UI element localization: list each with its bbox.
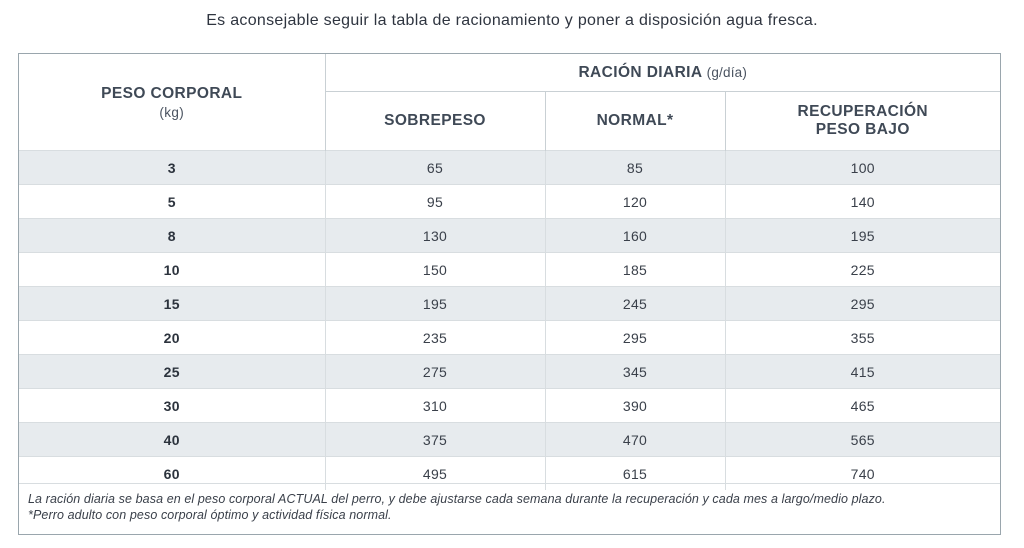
- intro-text: Es aconsejable seguir la tabla de racion…: [206, 12, 818, 29]
- cell-weight: 5: [19, 184, 326, 219]
- cell-normal: 85: [545, 150, 726, 185]
- table-header: PESO CORPORAL (kg) RACIÓN DIARIA (g/día)…: [19, 54, 1001, 151]
- footnote-ration: La ración diaria se basa en el peso corp…: [28, 492, 886, 506]
- cell-weight: 30: [19, 388, 326, 423]
- cell-weight: 3: [19, 150, 326, 185]
- cell-recuperacion: 415: [725, 354, 1001, 389]
- table-row: 10 150 185 225: [19, 252, 1001, 287]
- cell-normal: 295: [545, 320, 726, 355]
- cell-recuperacion: 465: [725, 388, 1001, 423]
- header-weight-label: PESO CORPORAL: [101, 84, 243, 102]
- table-row: 25 275 345 415: [19, 354, 1001, 389]
- table-row: 60 495 615 740: [19, 456, 1001, 490]
- table-row: 5 95 120 140: [19, 184, 1001, 219]
- cell-weight: 60: [19, 456, 326, 490]
- cell-weight: 10: [19, 252, 326, 287]
- ration-table-frame: PESO CORPORAL (kg) RACIÓN DIARIA (g/día)…: [18, 53, 1001, 535]
- table-row: 8 130 160 195: [19, 218, 1001, 253]
- cell-recuperacion: 195: [725, 218, 1001, 253]
- cell-weight: 15: [19, 286, 326, 321]
- table-body: 3 65 85 100 5 95 120 140 8 130 160 195 10 150 185 225 15…: [19, 150, 1001, 490]
- table-row: 40 375 470 565: [19, 422, 1001, 457]
- header-ration-label: RACIÓN DIARIA: [578, 63, 702, 81]
- table-row: 3 65 85 100: [19, 150, 1001, 185]
- header-normal: NORMAL*: [545, 91, 726, 151]
- cell-recuperacion: 100: [725, 150, 1001, 185]
- cell-sobrepeso: 130: [325, 218, 546, 253]
- cell-recuperacion: 295: [725, 286, 1001, 321]
- header-weight: PESO CORPORAL (kg): [19, 54, 326, 151]
- cell-normal: 470: [545, 422, 726, 457]
- ration-table: PESO CORPORAL (kg) RACIÓN DIARIA (g/día)…: [19, 54, 1001, 490]
- cell-normal: 245: [545, 286, 726, 321]
- cell-recuperacion: 225: [725, 252, 1001, 287]
- cell-normal: 120: [545, 184, 726, 219]
- cell-normal: 160: [545, 218, 726, 253]
- cell-sobrepeso: 375: [325, 422, 546, 457]
- cell-weight: 8: [19, 218, 326, 253]
- cell-weight: 40: [19, 422, 326, 457]
- footnote-normal: *Perro adulto con peso corporal óptimo y…: [28, 508, 392, 522]
- header-recuperacion: RECUPERACIÓN PESO BAJO: [725, 92, 1000, 151]
- cell-sobrepeso: 65: [325, 150, 546, 185]
- cell-sobrepeso: 150: [325, 252, 546, 287]
- cell-normal: 185: [545, 252, 726, 287]
- footnotes: La ración diaria se basa en el peso corp…: [28, 491, 996, 523]
- header-recuperacion-line2: PESO BAJO: [815, 121, 910, 138]
- cell-sobrepeso: 275: [325, 354, 546, 389]
- cell-sobrepeso: 235: [325, 320, 546, 355]
- header-ration: RACIÓN DIARIA (g/día): [325, 54, 1001, 92]
- table-row: 20 235 295 355: [19, 320, 1001, 355]
- cell-recuperacion: 565: [725, 422, 1001, 457]
- cell-recuperacion: 140: [725, 184, 1001, 219]
- cell-recuperacion: 355: [725, 320, 1001, 355]
- cell-normal: 615: [545, 456, 726, 490]
- header-weight-unit: (kg): [159, 104, 185, 120]
- header-sobrepeso: SOBREPESO: [325, 91, 546, 151]
- cell-sobrepeso: 95: [325, 184, 546, 219]
- cell-sobrepeso: 310: [325, 388, 546, 423]
- table-row: 15 195 245 295: [19, 286, 1001, 321]
- header-recuperacion-line1: RECUPERACIÓN: [797, 103, 929, 120]
- footnote-divider: [19, 483, 1000, 484]
- cell-normal: 390: [545, 388, 726, 423]
- cell-sobrepeso: 195: [325, 286, 546, 321]
- header-ration-unit: (g/día): [706, 64, 748, 80]
- cell-weight: 20: [19, 320, 326, 355]
- cell-normal: 345: [545, 354, 726, 389]
- cell-sobrepeso: 495: [325, 456, 546, 490]
- cell-weight: 25: [19, 354, 326, 389]
- table-row: 30 310 390 465: [19, 388, 1001, 423]
- cell-recuperacion: 740: [725, 456, 1001, 490]
